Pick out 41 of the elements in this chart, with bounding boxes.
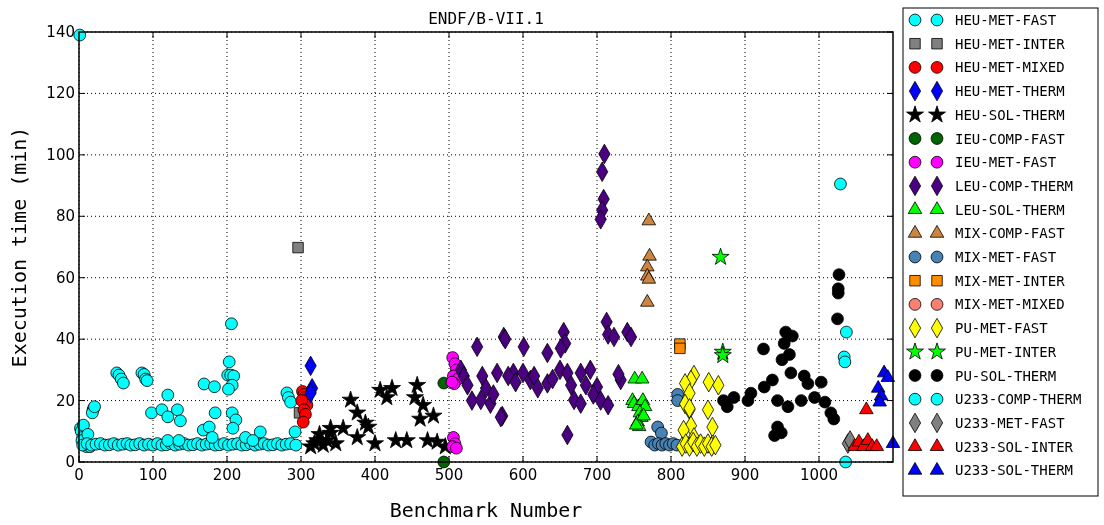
y-tick-label: 0 — [65, 453, 75, 471]
chart-title: ENDF/B-VII.1 — [428, 9, 544, 28]
x-tick-label: 400 — [360, 466, 390, 484]
legend-label: LEU-SOL-THERM — [955, 201, 1065, 218]
legend-label: MIX-MET-INTER — [955, 272, 1066, 289]
legend-label: HEU-MET-INTER — [955, 35, 1066, 52]
legend-label: U233-SOL-THERM — [955, 462, 1074, 479]
legend-label: HEU-SOL-THERM — [955, 106, 1065, 123]
x-tick-label: 1000 — [799, 466, 839, 484]
y-tick-label: 60 — [55, 268, 75, 287]
x-tick-label: 300 — [286, 466, 316, 484]
legend-label: MIX-MET-FAST — [955, 249, 1057, 265]
legend-label: HEU-MET-THERM — [955, 83, 1065, 100]
x-tick-label: 800 — [656, 466, 686, 484]
legend-label: IEU-MET-FAST — [955, 154, 1057, 171]
y-tick-label: 40 — [55, 330, 75, 349]
y-axis-title: Execution time (min) — [7, 126, 31, 368]
x-axis-title: Benchmark Number — [389, 498, 583, 522]
x-tick-label: 200 — [212, 466, 242, 484]
x-tick-label: 100 — [138, 466, 168, 484]
y-tick-label: 120 — [46, 84, 75, 103]
y-tick-label: 80 — [55, 207, 75, 226]
y-tick-label: 140 — [46, 23, 75, 41]
x-tick-label: 500 — [434, 466, 464, 484]
legend-label: U233-MET-FAST — [955, 414, 1066, 431]
legend-label: PU-SOL-THERM — [955, 367, 1057, 384]
legend-label: IEU-COMP-FAST — [955, 130, 1066, 147]
legend-label: LEU-COMP-THERM — [955, 177, 1074, 194]
legend-label: HEU-MET-MIXED — [955, 59, 1065, 76]
y-tick-label: 20 — [55, 391, 75, 410]
x-tick-label: 900 — [730, 466, 760, 484]
legend-label: HEU-MET-FAST — [955, 12, 1057, 28]
legend-label: MIX-MET-MIXED — [955, 296, 1065, 313]
legend-label: PU-MET-FAST — [955, 320, 1049, 337]
legend-label: PU-MET-INTER — [955, 343, 1057, 360]
x-tick-label: 600 — [508, 466, 538, 484]
y-tick-label: 100 — [46, 145, 75, 164]
legend-label: U233-COMP-THERM — [955, 391, 1082, 408]
legend-label: MIX-COMP-FAST — [955, 225, 1066, 242]
x-tick-label: 700 — [582, 466, 612, 484]
legend-label: U233-SOL-INTER — [955, 438, 1074, 455]
